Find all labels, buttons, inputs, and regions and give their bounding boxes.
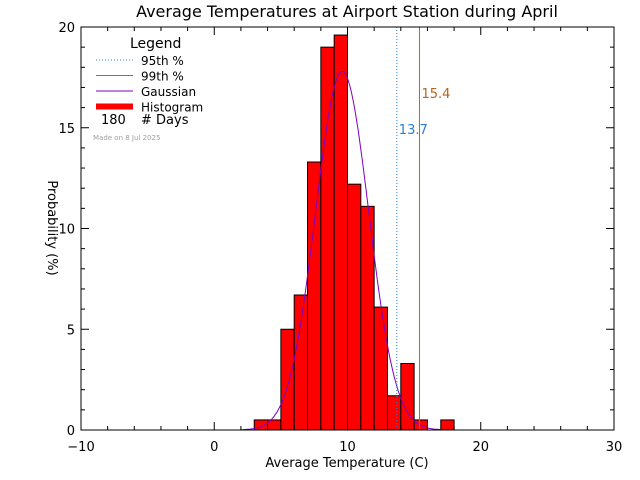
gaussian-curve xyxy=(240,70,444,431)
x-tick-label: 20 xyxy=(472,440,489,455)
histogram-bar xyxy=(307,161,322,431)
legend-entry-label: Gaussian xyxy=(141,85,196,99)
histogram-bar xyxy=(400,363,415,431)
x-tick-label: 30 xyxy=(606,440,623,455)
y-tick-label: 10 xyxy=(58,223,75,238)
histogram-bar xyxy=(320,46,335,431)
days-count-label: # Days xyxy=(141,113,189,128)
legend: Legend 95th % 99th %Gaussian Histogram 180 # … xyxy=(93,36,203,142)
chart-title: Average Temperatures at Airport Station … xyxy=(136,2,558,21)
x-tick-label: 10 xyxy=(339,440,356,455)
x-axis-label: Average Temperature (C) xyxy=(265,456,428,471)
y-tick-label: 20 xyxy=(58,21,75,36)
legend-entry-label: Histogram xyxy=(141,101,203,115)
legend-title: Legend xyxy=(130,36,181,52)
histogram-bar xyxy=(347,183,362,431)
histogram-bar xyxy=(440,419,455,431)
percentile-label: 15.4 xyxy=(421,87,450,102)
percentile-lines: 13.7 15.4 xyxy=(396,27,450,430)
histogram-bar xyxy=(333,34,348,431)
legend-entry-label: 99th % xyxy=(141,70,184,84)
legend-entry-label: 95th % xyxy=(141,54,184,68)
y-tick-label: 5 xyxy=(67,323,75,338)
percentile-label: 13.7 xyxy=(399,123,428,138)
histogram-bar xyxy=(293,294,309,431)
histogram-bar xyxy=(280,328,295,431)
days-count-value: 180 xyxy=(101,113,126,128)
x-tick-label: 0 xyxy=(210,440,218,455)
histogram-bar xyxy=(386,395,402,431)
y-tick-label: 0 xyxy=(67,424,75,439)
x-tick-label: −10 xyxy=(67,440,94,455)
y-tick-label: 15 xyxy=(58,122,75,137)
y-axis-label: Probability (%) xyxy=(44,180,59,275)
made-on-note: Made on 8 Jul 2025 xyxy=(93,134,160,142)
histogram-bar xyxy=(373,306,388,431)
